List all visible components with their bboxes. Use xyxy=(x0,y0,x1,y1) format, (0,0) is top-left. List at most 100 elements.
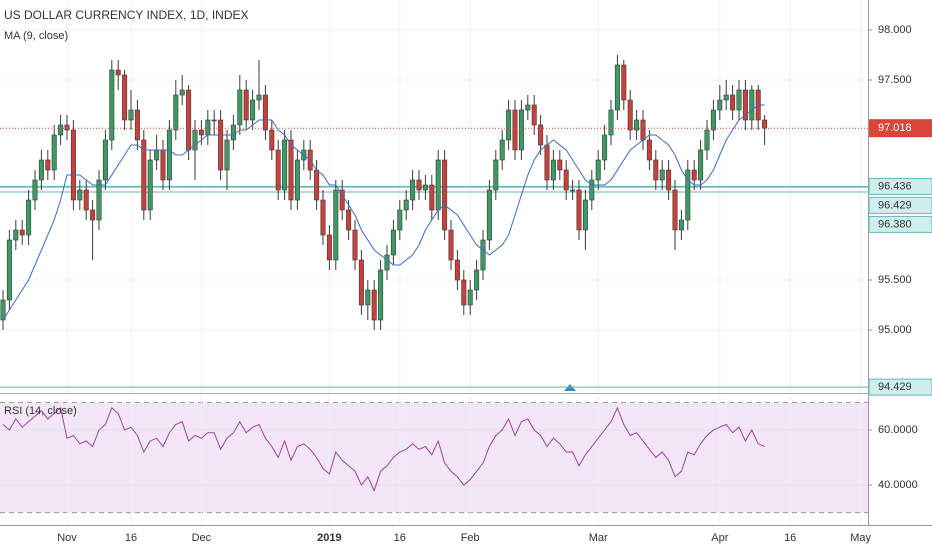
candle-body xyxy=(717,99,723,111)
candle-body xyxy=(454,259,460,281)
candle-body xyxy=(13,229,19,241)
y-tick-label: 97.500 xyxy=(878,74,912,86)
level-label: 96.429 xyxy=(878,199,912,211)
candle-body xyxy=(32,179,38,201)
candle-body xyxy=(653,159,659,181)
candle-body xyxy=(723,94,729,101)
ma-legend: MA (9, close) xyxy=(4,30,68,42)
candle-body xyxy=(83,189,89,211)
candle-body xyxy=(691,169,697,181)
candle-body xyxy=(640,119,646,141)
y-tick-label: 60.0000 xyxy=(878,424,918,436)
candle-body xyxy=(698,149,704,181)
candle-body xyxy=(70,129,76,201)
candle-body xyxy=(390,229,396,256)
candle-body xyxy=(275,149,281,191)
candle-body xyxy=(19,229,25,236)
candle-body xyxy=(134,109,140,141)
candle-body xyxy=(403,199,409,211)
x-tick-label: May xyxy=(850,532,871,544)
candle-body xyxy=(230,124,236,141)
candle-body xyxy=(518,109,524,151)
candle-body xyxy=(429,184,435,211)
candle-body xyxy=(742,89,748,121)
candle-body xyxy=(102,139,108,181)
level-label-box xyxy=(868,215,932,233)
candle-body xyxy=(448,229,454,261)
candle-body xyxy=(461,279,467,306)
x-tick-label: Nov xyxy=(57,532,77,544)
candle-body xyxy=(333,189,339,261)
candle-body xyxy=(544,144,550,181)
candle-body xyxy=(435,159,441,211)
candle-body xyxy=(115,69,121,76)
candle-body xyxy=(352,229,358,261)
candle-body xyxy=(77,189,83,201)
candle-body xyxy=(678,219,684,231)
candle-body xyxy=(493,159,499,191)
candle-body xyxy=(659,169,665,181)
candle-body xyxy=(6,239,12,301)
candle-body xyxy=(422,184,428,191)
candle-body xyxy=(160,149,166,181)
candle-body xyxy=(166,129,172,181)
candle-body xyxy=(480,239,486,271)
candle-body xyxy=(314,169,320,201)
candle-body xyxy=(614,64,620,111)
candle-body xyxy=(474,269,480,291)
rsi-legend: RSI (14, close) xyxy=(4,405,77,417)
rsi-band xyxy=(0,402,868,513)
candle-body xyxy=(224,139,230,171)
candle-body xyxy=(198,129,204,136)
candle-body xyxy=(576,189,582,231)
candle-body xyxy=(531,104,537,126)
candle-body xyxy=(51,134,57,171)
candle-body xyxy=(378,269,384,321)
candle-body xyxy=(154,149,160,161)
candle-body xyxy=(512,109,518,151)
x-tick-label: 16 xyxy=(394,532,406,544)
candle-body xyxy=(384,254,390,271)
candle-body xyxy=(141,139,147,211)
candle-body xyxy=(186,89,192,151)
candle-body xyxy=(602,134,608,161)
y-tick-label: 40.0000 xyxy=(878,479,918,491)
candle-body xyxy=(192,129,198,151)
candle-body xyxy=(730,94,736,111)
candle-body xyxy=(294,159,300,201)
candle-body xyxy=(205,119,211,136)
candle-body xyxy=(710,109,716,131)
last-price-label: 97.018 xyxy=(878,122,912,134)
candle-body xyxy=(282,139,288,191)
candle-body xyxy=(243,89,249,121)
candle-body xyxy=(262,94,268,131)
candle-body xyxy=(685,169,691,221)
candle-body xyxy=(237,89,243,126)
x-tick-label: Apr xyxy=(711,532,728,544)
level-label-box xyxy=(868,177,932,195)
rsi-line xyxy=(2,406,765,492)
level-label-box xyxy=(868,378,932,396)
candle-body xyxy=(589,179,595,201)
candle-body xyxy=(179,89,185,96)
level-label: 94.429 xyxy=(878,381,912,393)
candle-body xyxy=(288,139,294,201)
candle-body xyxy=(538,124,544,146)
candle-body xyxy=(506,109,512,141)
candle-body xyxy=(397,209,403,231)
y-tick-label: 95.500 xyxy=(878,274,912,286)
candle-body xyxy=(666,169,672,191)
candle-body xyxy=(762,119,768,129)
candle-body xyxy=(371,289,377,321)
candle-body xyxy=(486,189,492,241)
candle-body xyxy=(525,104,531,111)
x-tick-label: Dec xyxy=(192,532,212,544)
candle-body xyxy=(627,99,633,131)
candle-body xyxy=(64,124,70,131)
chart-title: US DOLLAR CURRENCY INDEX, 1D, INDEX xyxy=(4,8,249,22)
candle-body xyxy=(557,159,563,171)
candle-body xyxy=(550,159,556,181)
last-price-box xyxy=(869,119,932,138)
